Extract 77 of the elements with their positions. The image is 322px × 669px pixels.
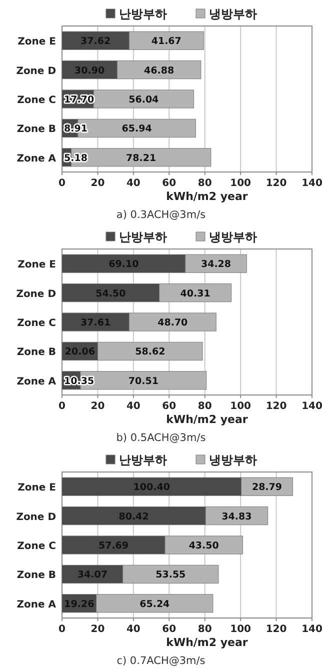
legend-label: 난방부하 [119,453,167,467]
y-tick-label: Zone C [17,318,56,329]
x-tick-label: 60 [162,178,176,189]
data-label: 100.40 [133,482,170,494]
data-label: 69.10 [108,259,140,270]
y-tick-label: Zone E [18,260,56,271]
y-tick-label: Zone D [16,288,56,300]
x-tick-label: 0 [58,401,66,412]
x-tick-label: 100 [230,624,252,635]
data-label: 37.61 [80,318,111,328]
data-label: 34.07 [77,570,108,581]
data-label: 48.70 [158,318,188,328]
y-tick-label: Zone E [18,36,56,48]
data-label: 58.62 [135,346,166,358]
x-tick-label: 0 [58,178,66,189]
x-tick-label: 120 [266,178,287,189]
x-tick-label: 140 [302,624,322,635]
y-tick-label: Zone A [16,376,56,388]
x-tick-label: 140 [302,401,322,412]
data-label: 56.04 [128,94,160,106]
legend-label: 난방부하 [119,7,167,21]
x-tick-label: 20 [90,401,105,412]
data-label: 65.94 [122,124,152,135]
data-label: 40.31 [180,288,210,300]
x-tick-label: 60 [162,401,176,412]
data-label: 28.79 [252,482,282,494]
y-tick-label: Zone B [16,124,56,136]
x-tick-label: 40 [126,178,140,189]
data-label: 57.69 [98,540,129,552]
data-label: 34.28 [200,259,232,270]
legend-label: 냉방부하 [209,230,257,244]
data-label: 46.88 [144,65,174,76]
x-tick-label: 120 [266,624,287,635]
x-tick-label: 100 [230,401,252,412]
x-tick-label: 80 [198,178,212,189]
x-tick-label: 0 [58,624,66,635]
text: a) 0.3ACH@3m/s [116,209,206,221]
data-label: 78.21 [126,152,156,164]
data-label: 41.67 [151,36,182,48]
data-label: 37.62 [80,36,111,48]
x-tick-label: 40 [126,401,140,412]
x-tick-label: 120 [266,401,287,412]
text: b) 0.5ACH@3m/s [116,432,206,444]
x-tick-label: 20 [90,624,105,635]
y-tick-label: Zone B [16,347,56,358]
y-tick-label: Zone D [16,66,56,77]
data-label: 65.24 [140,598,170,610]
y-tick-label: Zone E [18,482,56,494]
x-axis-title: kWh/m2 year [166,190,248,203]
data-label: 80.42 [118,511,149,522]
legend-label: 냉방부하 [209,453,257,467]
y-tick-label: Zone A [16,599,56,610]
y-tick-label: Zone C [17,541,56,552]
data-label: 30.90 [74,65,105,76]
x-tick-label: 80 [198,624,212,635]
data-label: 70.51 [128,376,158,387]
x-tick-label: 60 [162,624,176,635]
x-axis-title: kWh/m2 year [166,413,248,426]
y-tick-label: Zone A [16,153,56,164]
legend-label: 난방부하 [119,230,167,244]
data-label: 43.50 [188,540,220,552]
x-tick-label: 140 [302,178,322,189]
y-tick-label: Zone C [17,95,56,106]
x-tick-label: 80 [198,401,212,412]
x-axis-title: kWh/m2 year [166,636,248,649]
legend-label: 냉방부하 [209,7,257,21]
data-label: 53.55 [156,570,186,581]
text: c) 0.7ACH@3m/s [116,655,206,667]
x-tick-label: 20 [90,178,105,189]
x-tick-label: 40 [126,624,140,635]
x-tick-label: 100 [230,178,252,189]
data-label: 19.26 [64,598,95,610]
data-label: 20.06 [64,346,96,358]
y-tick-label: Zone B [16,570,56,582]
data-label: 34.83 [222,511,252,522]
y-tick-label: Zone D [16,512,56,523]
data-label: 54.50 [96,288,126,300]
